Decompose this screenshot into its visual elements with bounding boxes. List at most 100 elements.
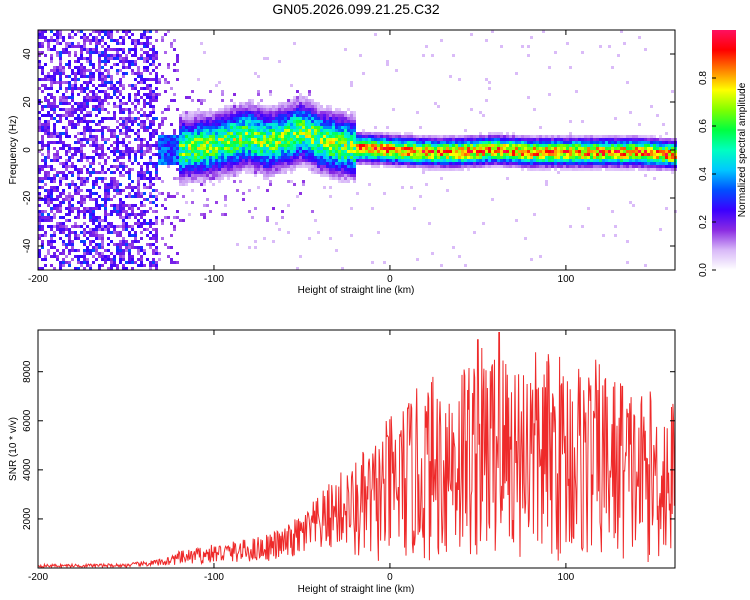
- heatmap-cell: [269, 150, 272, 153]
- heatmap-cell: [200, 138, 203, 141]
- heatmap-cell: [461, 159, 464, 162]
- heatmap-cell: [89, 135, 92, 138]
- heatmap-cell: [578, 162, 581, 165]
- heatmap-cell: [104, 192, 107, 195]
- heatmap-cell: [332, 147, 335, 150]
- heatmap-cell: [464, 159, 467, 162]
- heatmap-cell: [422, 141, 425, 144]
- heatmap-cell: [329, 132, 332, 135]
- heatmap-cell: [77, 141, 80, 144]
- heatmap-cell: [131, 84, 134, 87]
- heatmap-cell: [107, 93, 110, 96]
- heatmap-cell: [209, 147, 212, 150]
- heatmap-cell: [536, 159, 539, 162]
- heatmap-cell: [425, 135, 428, 138]
- heatmap-cell: [329, 123, 332, 126]
- heatmap-cell: [119, 150, 122, 153]
- heatmap-cell: [371, 150, 374, 153]
- heatmap-cell: [218, 81, 221, 84]
- heatmap-cell: [128, 153, 131, 156]
- heatmap-cell: [62, 66, 65, 69]
- heatmap-cell: [641, 162, 644, 165]
- heatmap-cell: [581, 141, 584, 144]
- heatmap-cell: [92, 198, 95, 201]
- heatmap-cell: [422, 162, 425, 165]
- heatmap-cell: [83, 267, 86, 270]
- heatmap-cell: [56, 204, 59, 207]
- heatmap-cell: [53, 135, 56, 138]
- heatmap-cell: [62, 171, 65, 174]
- heatmap-cell: [341, 156, 344, 159]
- heatmap-cell: [368, 141, 371, 144]
- heatmap-cell: [74, 234, 77, 237]
- heatmap-cell: [98, 78, 101, 81]
- heatmap-cell: [125, 210, 128, 213]
- heatmap-cell: [173, 144, 176, 147]
- heatmap-cell: [521, 162, 524, 165]
- heatmap-cell: [527, 153, 530, 156]
- heatmap-cell: [623, 159, 626, 162]
- heatmap-cell: [119, 240, 122, 243]
- heatmap-cell: [482, 141, 485, 144]
- heatmap-cell: [323, 144, 326, 147]
- heatmap-cell: [386, 138, 389, 141]
- heatmap-cell: [566, 159, 569, 162]
- heatmap-cell: [263, 159, 266, 162]
- heatmap-cell: [50, 36, 53, 39]
- heatmap-cell: [308, 147, 311, 150]
- heatmap-cell: [245, 129, 248, 132]
- heatmap-cell: [386, 159, 389, 162]
- heatmap-cell: [317, 147, 320, 150]
- heatmap-cell: [233, 138, 236, 141]
- heatmap-cell: [434, 162, 437, 165]
- heatmap-cell: [83, 132, 86, 135]
- heatmap-cell: [113, 141, 116, 144]
- heatmap-cell: [140, 249, 143, 252]
- heatmap-cell: [56, 195, 59, 198]
- heatmap-cell: [89, 60, 92, 63]
- heatmap-cell: [143, 66, 146, 69]
- heatmap-cell: [335, 132, 338, 135]
- heatmap-cell: [161, 132, 164, 135]
- heatmap-cell: [65, 96, 68, 99]
- heatmap-cell: [245, 108, 248, 111]
- heatmap-cell: [272, 123, 275, 126]
- heatmap-cell: [479, 156, 482, 159]
- heatmap-cell: [593, 147, 596, 150]
- heatmap-cell: [137, 132, 140, 135]
- heatmap-cell: [140, 213, 143, 216]
- heatmap-cell: [617, 150, 620, 153]
- heatmap-cell: [131, 111, 134, 114]
- heatmap-cell: [149, 162, 152, 165]
- heatmap-cell: [434, 153, 437, 156]
- heatmap-cell: [50, 195, 53, 198]
- heatmap-cell: [242, 156, 245, 159]
- heatmap-cell: [92, 129, 95, 132]
- heatmap-cell: [233, 126, 236, 129]
- heatmap-cell: [110, 135, 113, 138]
- heatmap-cell: [227, 129, 230, 132]
- heatmap-cell: [344, 132, 347, 135]
- heatmap-cell: [155, 222, 158, 225]
- heatmap-cell: [143, 60, 146, 63]
- heatmap-cell: [182, 111, 185, 114]
- heatmap-cell: [149, 171, 152, 174]
- heatmap-cell: [80, 36, 83, 39]
- heatmap-cell: [407, 147, 410, 150]
- heatmap-cell: [335, 114, 338, 117]
- heatmap-cell: [521, 159, 524, 162]
- heatmap-cell: [644, 150, 647, 153]
- heatmap-cell: [140, 141, 143, 144]
- heatmap-cell: [164, 144, 167, 147]
- heatmap-cell: [89, 63, 92, 66]
- heatmap-cell: [320, 126, 323, 129]
- heatmap-cell: [605, 156, 608, 159]
- heatmap-cell: [662, 156, 665, 159]
- heatmap-cell: [614, 138, 617, 141]
- heatmap-cell: [230, 174, 233, 177]
- heatmap-cell: [626, 147, 629, 150]
- heatmap-cell: [275, 150, 278, 153]
- heatmap-cell: [329, 174, 332, 177]
- heatmap-cell: [113, 207, 116, 210]
- heatmap-cell: [416, 156, 419, 159]
